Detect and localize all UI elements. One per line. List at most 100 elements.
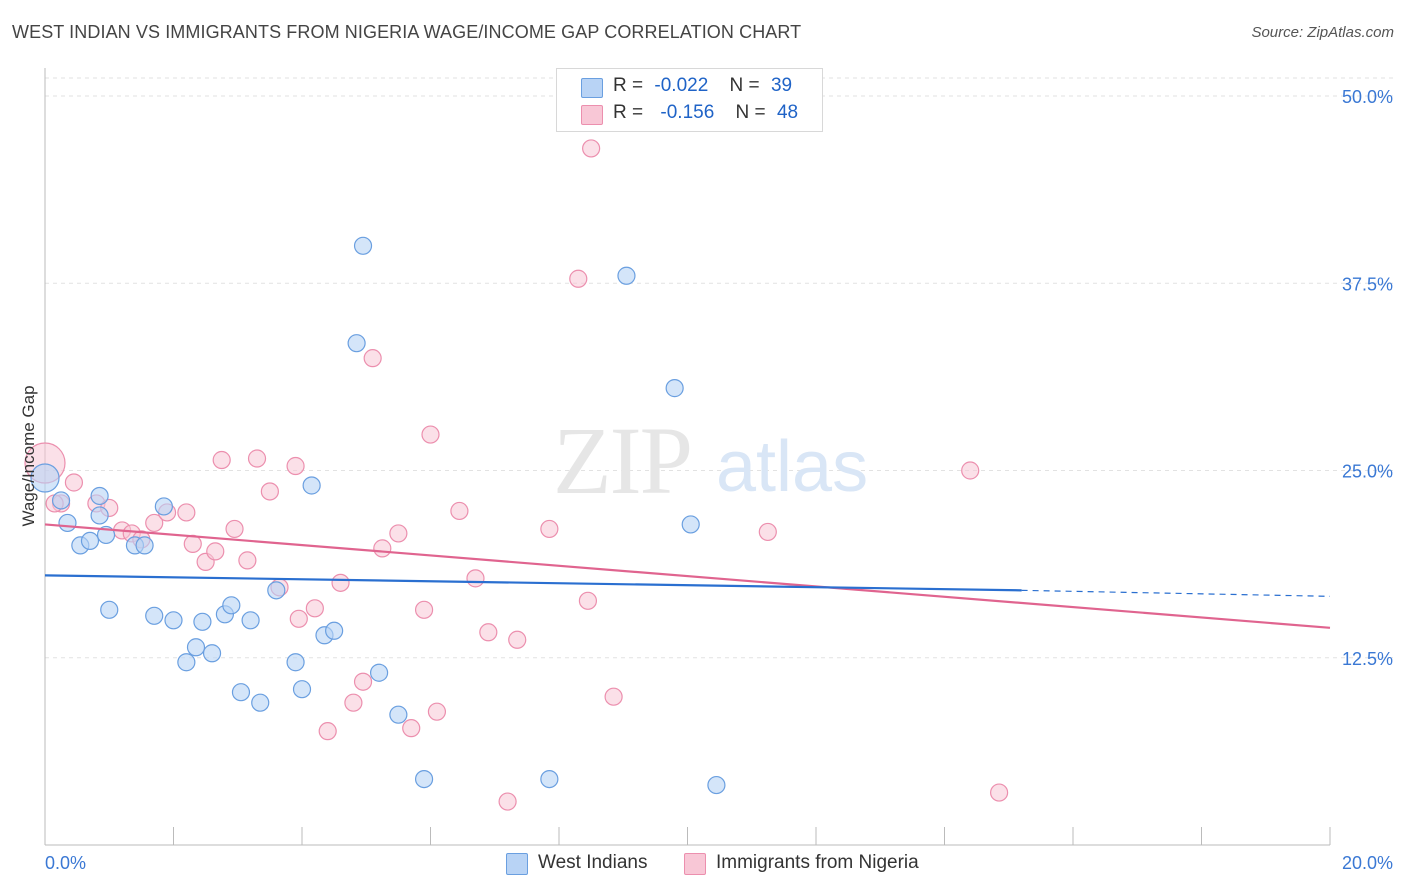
legend-r-label: R = — [613, 75, 644, 96]
nigeria-point — [582, 139, 601, 158]
nigeria-point — [177, 503, 196, 522]
west-indian-point — [222, 596, 241, 615]
x-tick-labels: 0.0% 20.0% — [45, 853, 1393, 873]
nigeria-point — [238, 551, 257, 570]
nigeria-point — [578, 591, 598, 610]
y-axis-title: Wage/Income Gap — [19, 385, 38, 526]
nigeria-point — [427, 702, 447, 721]
stats-legend: R = -0.022 N = 39 R = -0.156 N = 48 — [556, 68, 823, 132]
watermark-atlas: atlas — [716, 427, 868, 507]
west-indian-point — [51, 491, 71, 510]
west-indian-point — [540, 769, 559, 789]
legend-swatch-blue — [581, 78, 603, 98]
nigeria-point — [990, 783, 1009, 802]
nigeria-point — [758, 522, 777, 542]
legend-n-label: N = — [735, 102, 766, 123]
west-indian-point — [58, 513, 77, 533]
nigeria-trend-line — [44, 523, 1331, 629]
legend-r-label: R = — [613, 102, 644, 123]
nigeria-point — [344, 693, 363, 712]
nigeria-point — [961, 461, 980, 480]
x-tick-label: 20.0% — [1342, 853, 1393, 873]
nigeria-point — [389, 524, 408, 543]
nigeria-point — [414, 600, 434, 619]
west-indian-point — [80, 531, 100, 551]
x-tick-label: 0.0% — [45, 853, 86, 873]
west-indian-point — [100, 600, 119, 619]
nigeria-point — [286, 456, 305, 476]
y-tick-label: 50.0% — [1342, 87, 1393, 107]
legend-n-value: 48 — [776, 102, 799, 123]
chart-title: WEST INDIAN VS IMMIGRANTS FROM NIGERIA W… — [12, 22, 802, 42]
west-indian-point — [267, 581, 286, 600]
west-indian-point — [202, 644, 222, 663]
bottom-legend-label: West Indians — [538, 852, 648, 873]
west-indian-point — [251, 693, 270, 712]
west-indian-point — [292, 680, 312, 699]
west-indian-point — [353, 236, 373, 255]
nigeria-point — [318, 722, 337, 741]
y-tick-labels: 12.5% 25.0% 37.5% 50.0% — [1342, 87, 1393, 669]
bottom-swatch-pink — [684, 853, 706, 875]
west-indian-point — [145, 606, 164, 625]
west-indian-point — [193, 612, 212, 631]
west-indian-point — [164, 611, 183, 630]
legend-r-value: -0.022 — [654, 75, 709, 96]
west-indian-point — [186, 638, 206, 657]
west-indian-trend-extension — [1021, 589, 1331, 597]
watermark-zip: ZIP — [553, 407, 691, 514]
nigeria-point — [450, 501, 469, 521]
west-indian-point — [135, 536, 154, 555]
nigeria-point — [540, 519, 559, 539]
nigeria-point — [373, 539, 392, 558]
west-indian-point — [347, 334, 366, 353]
west-indian-point — [30, 463, 60, 493]
y-tick-label: 37.5% — [1342, 274, 1393, 294]
bottom-swatch-blue — [506, 853, 528, 875]
west-indian-point — [154, 497, 173, 516]
west-indian-point — [707, 775, 726, 795]
watermark: ZIP atlas — [553, 407, 868, 514]
nigeria-point — [305, 599, 324, 618]
nigeria-point — [212, 450, 231, 470]
nigeria-point — [331, 573, 350, 592]
west-indian-point — [617, 266, 636, 285]
west-indian-point — [286, 653, 305, 672]
legend-n-label: N = — [729, 75, 760, 96]
nigeria-point — [225, 519, 244, 539]
west-indian-point — [177, 653, 196, 672]
nigeria-point — [479, 623, 498, 642]
legend-swatch-pink — [581, 105, 603, 125]
y-tick-label: 12.5% — [1342, 649, 1393, 669]
nigeria-point — [508, 630, 527, 649]
nigeria-point — [64, 473, 84, 492]
west-indian-point — [681, 515, 700, 534]
nigeria-point — [353, 672, 373, 691]
nigeria-point — [145, 513, 164, 533]
source-credit: Source: ZipAtlas.com — [1251, 24, 1394, 41]
nigeria-point — [260, 482, 279, 501]
nigeria-point — [363, 349, 382, 368]
nigeria-point — [206, 542, 225, 561]
nigeria-point — [183, 534, 202, 554]
bottom-legend-label: Immigrants from Nigeria — [716, 852, 919, 873]
nigeria-point — [466, 569, 485, 588]
west-indian-point — [241, 611, 260, 630]
nigeria-point — [402, 719, 421, 738]
west-indian-point — [90, 486, 109, 506]
west-indian-point — [231, 683, 251, 702]
nigeria-point — [569, 269, 588, 288]
west-indian-point — [325, 621, 344, 640]
west-indian-point — [414, 769, 434, 789]
grid-lines — [45, 77, 1393, 659]
west-indian-point — [302, 476, 321, 495]
trend-lines — [44, 523, 1331, 629]
nigeria-point — [289, 609, 308, 628]
nigeria-point — [498, 792, 517, 811]
west-indian-point — [389, 705, 408, 724]
legend-r-value: -0.156 — [660, 102, 715, 123]
legend-n-value: 39 — [770, 75, 793, 96]
nigeria-point — [247, 449, 267, 468]
nigeria-point — [421, 425, 440, 444]
